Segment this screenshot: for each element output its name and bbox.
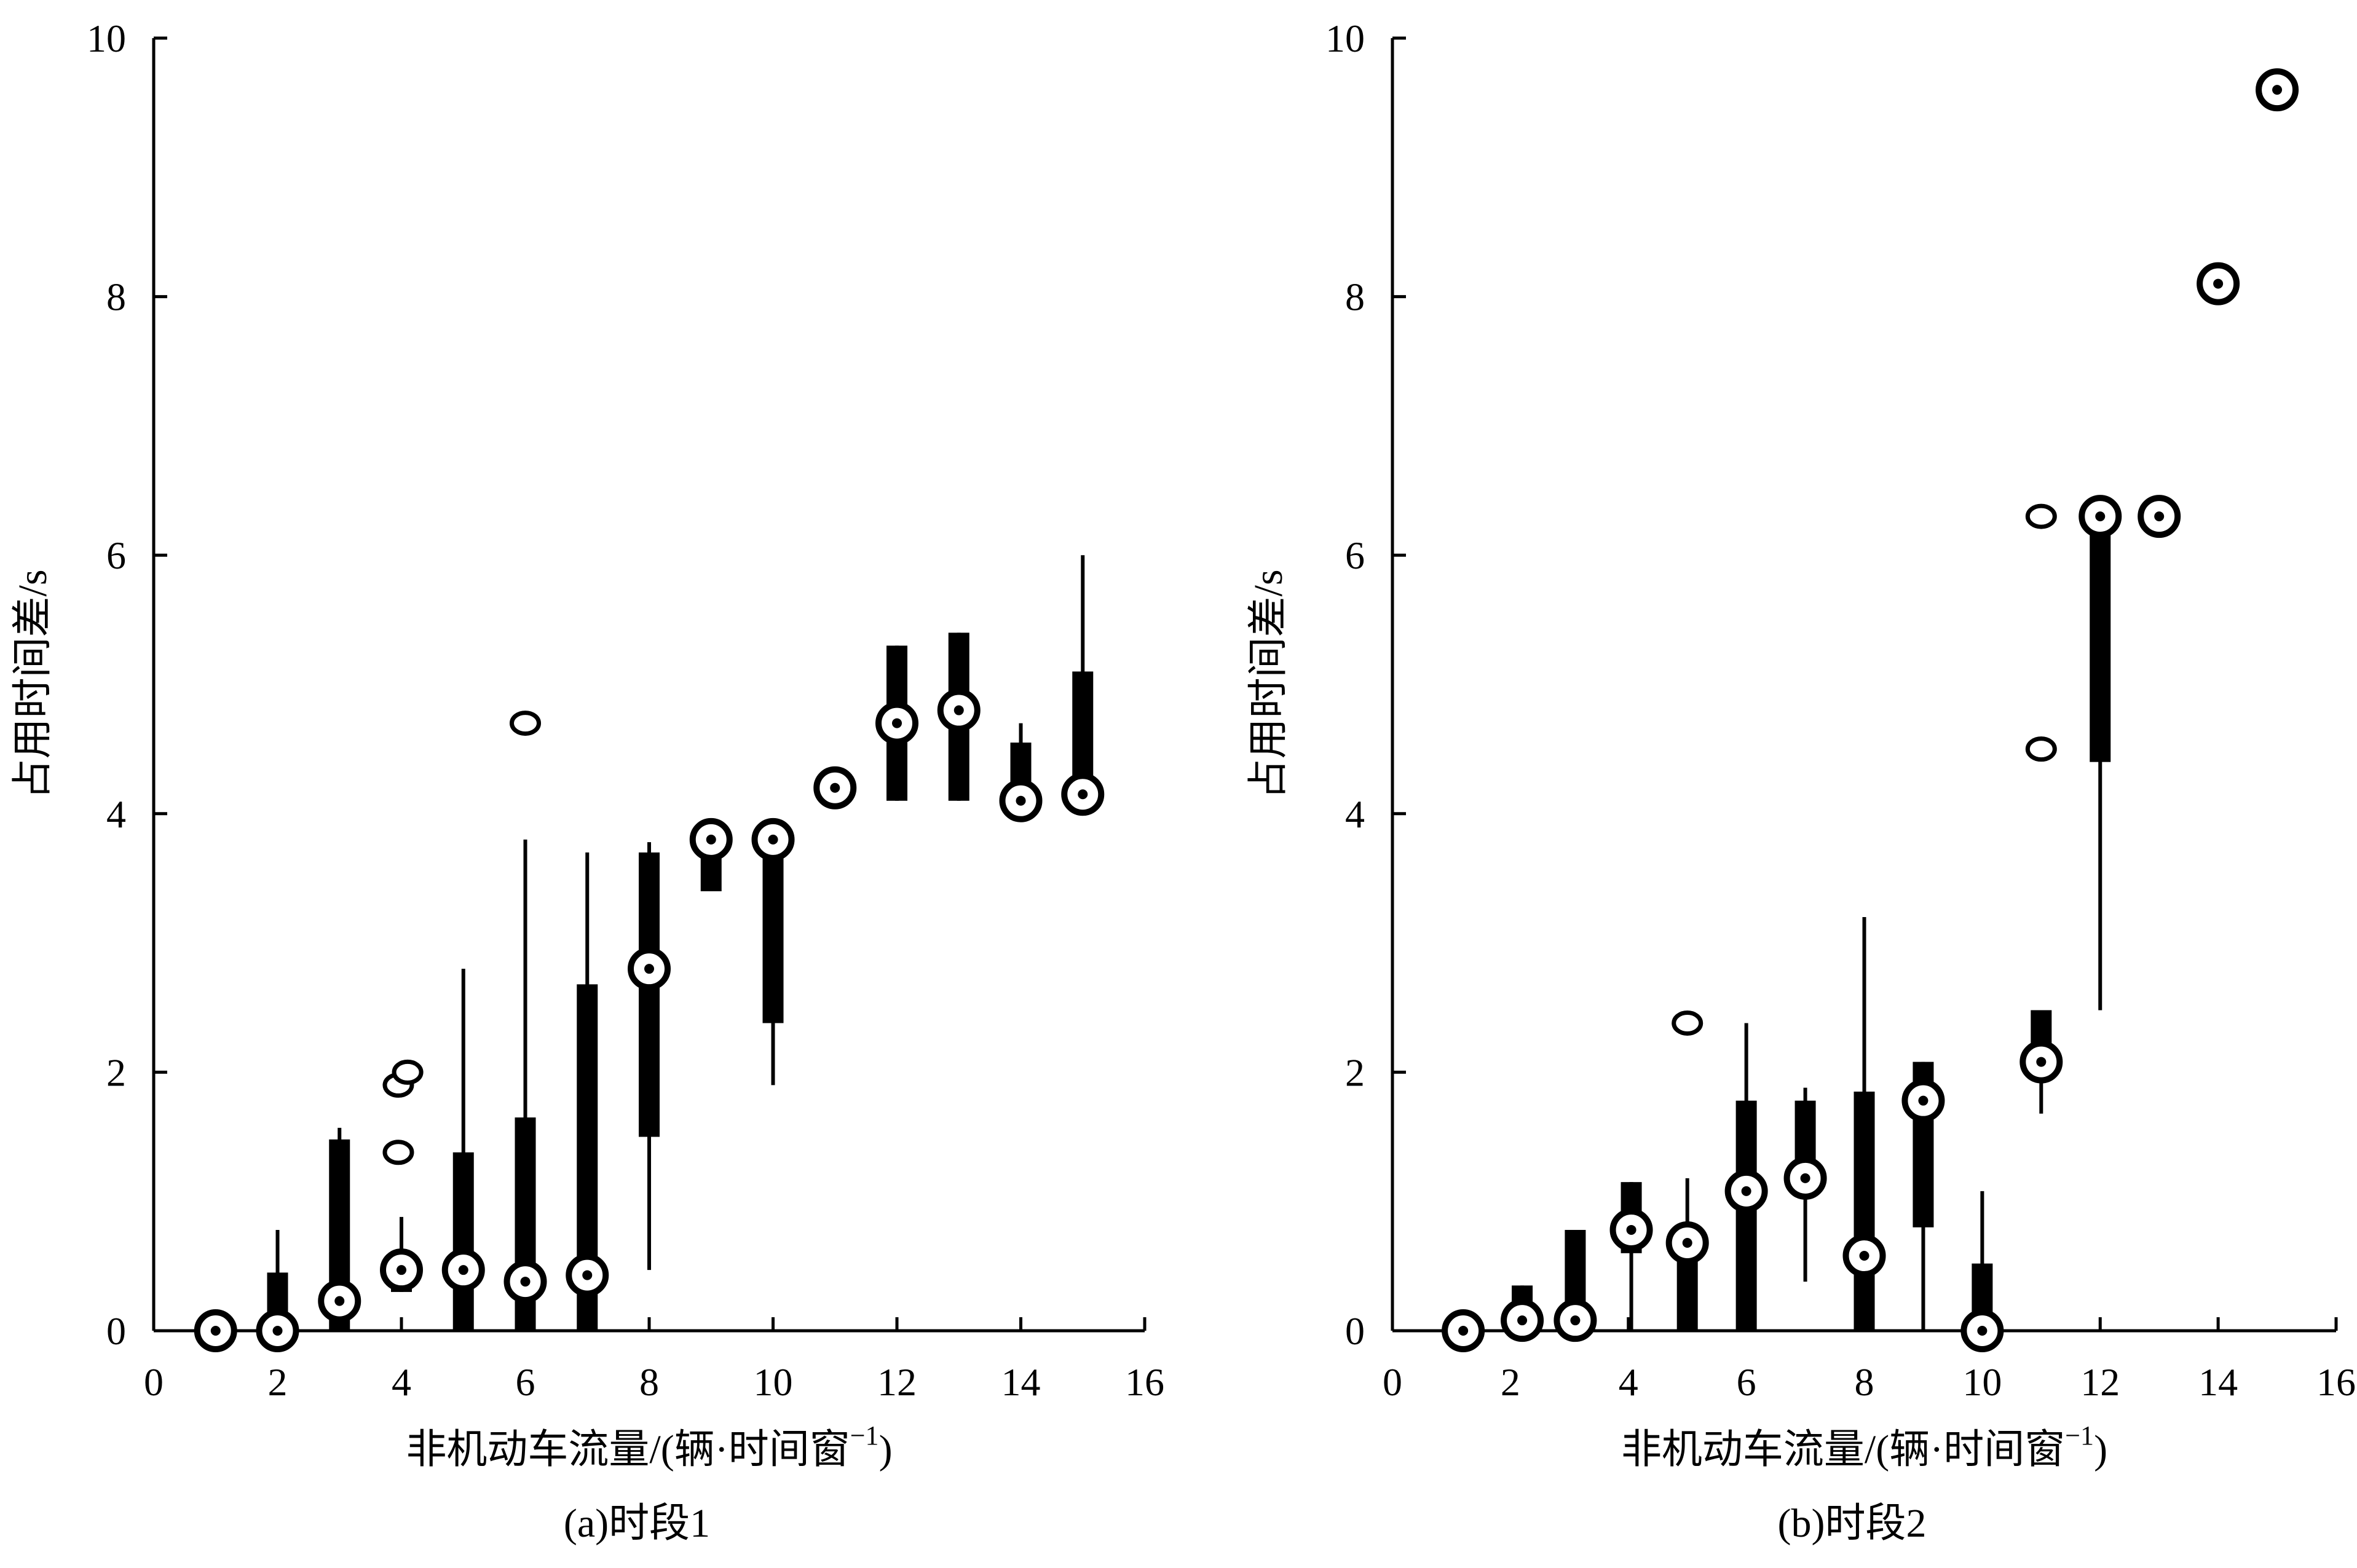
y-tick-label: 0 [1345,1309,1365,1353]
x-tick-label: 10 [754,1360,793,1404]
median-marker-dot [1570,1315,1581,1326]
y-axis-title: 占用时间差/s [1246,569,1291,799]
x-axis-title-main: 非机动车流量/(辆·时间窗 [406,1427,850,1472]
median-marker-dot [2213,278,2224,289]
median-marker-dot [2272,85,2283,95]
median-marker-dot [582,1270,593,1280]
y-tick-label: 10 [87,17,126,60]
x-axis-title: 非机动车流量/(辆·时间窗−1) [406,1420,892,1472]
outlier-point [1672,1010,1704,1036]
x-axis-title: 非机动车流量/(辆·时间窗−1) [1621,1420,2107,1472]
panel-caption: (b)时段2 [1778,1501,1927,1546]
x-tick-label: 16 [1125,1360,1164,1404]
x-tick-label: 6 [1737,1360,1756,1404]
x-axis-title-close: ) [2094,1427,2107,1472]
y-tick-label: 10 [1325,17,1365,60]
median-marker-dot [1918,1095,1929,1106]
y-tick-label: 4 [106,792,126,836]
median-marker-dot [892,718,902,728]
box-body [639,852,660,1137]
x-tick-label: 12 [2080,1360,2120,1404]
median-marker-dot [1859,1251,1869,1261]
x-axis-title-superscript: −1 [2065,1420,2094,1451]
box-body [2090,516,2111,762]
y-axis-title: 占用时间差/s [10,569,55,799]
median-marker-dot [1078,789,1088,800]
box-body [1854,1091,1875,1331]
x-tick-label: 2 [1501,1360,1520,1404]
x-tick-label: 4 [1619,1360,1638,1404]
x-tick-label: 12 [877,1360,917,1404]
y-tick-label: 8 [1345,275,1365,319]
box-body [762,839,784,1023]
median-marker-dot [2154,511,2165,522]
x-tick-label: 0 [144,1360,164,1404]
x-tick-label: 10 [1962,1360,2002,1404]
outlier-point [2025,503,2057,529]
x-tick-label: 6 [516,1360,535,1404]
median-marker-dot [1016,795,1026,806]
y-tick-label: 0 [106,1309,126,1353]
outlier-point [382,1140,414,1165]
x-tick-label: 2 [268,1360,288,1404]
box-body [1735,1100,1757,1331]
panel-a: 0 2 4 6 8 10 12 14 16 0 2 4 6 8 10 占用时间差/s 非机动车流量/(辆·时间窗… [10,17,1164,1546]
x-axis-title-main: 非机动车流量/(辆·时间窗 [1621,1427,2065,1472]
x-tick-label: 0 [1383,1360,1402,1404]
median-marker-dot [2036,1057,2047,1067]
box-body [452,1152,474,1331]
median-marker-dot [1458,1326,1469,1336]
median-marker-dot [1626,1224,1636,1235]
median-marker-dot [1517,1315,1528,1326]
median-marker-dot [1977,1326,1988,1336]
panel-b: 0 2 4 6 8 10 12 14 16 0 2 4 6 8 10 占用时间差/s 非机动车流量/(辆·时间窗… [1246,17,2356,1546]
median-marker-dot [644,964,654,974]
outlier-point [2025,736,2057,762]
median-marker-dot [953,705,964,715]
x-axis-title-superscript: −1 [850,1420,879,1451]
y-tick-label: 6 [106,534,126,577]
outlier-point [510,711,541,736]
y-tick-label: 8 [106,275,126,319]
x-tick-label: 16 [2316,1360,2356,1404]
y-tick-label: 6 [1345,534,1365,577]
median-marker-dot [1741,1186,1751,1196]
y-tick-label: 2 [1345,1050,1365,1094]
x-axis-title-close: ) [879,1427,893,1472]
x-tick-label: 8 [1855,1360,1874,1404]
x-tick-label: 8 [639,1360,659,1404]
median-marker-dot [520,1277,531,1287]
outlier-point [392,1059,424,1085]
median-marker-dot [458,1265,468,1275]
median-marker-dot [706,834,716,845]
x-tick-label: 14 [2198,1360,2238,1404]
median-marker-dot [768,834,778,845]
median-marker-dot [830,782,840,793]
y-tick-label: 2 [106,1050,126,1094]
median-marker-dot [272,1326,283,1336]
y-tick-label: 4 [1345,792,1365,836]
x-tick-label: 14 [1001,1360,1041,1404]
median-marker-dot [210,1326,221,1336]
x-tick-label: 4 [392,1360,411,1404]
panel-caption: (a)时段1 [564,1501,710,1546]
median-marker-dot [1800,1173,1810,1183]
median-marker-dot [2095,511,2106,522]
median-marker-dot [334,1296,345,1306]
median-marker-dot [397,1265,406,1275]
median-marker-dot [1682,1237,1692,1248]
